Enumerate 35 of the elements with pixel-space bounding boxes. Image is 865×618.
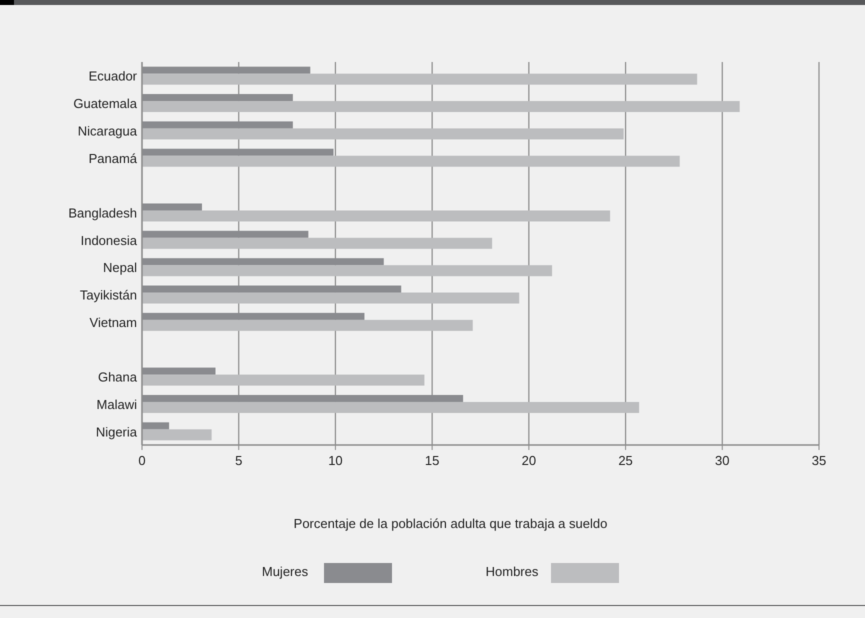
bar [142, 292, 520, 304]
x-tick-label: 0 [138, 453, 146, 468]
y-tick-label: Indonesia [80, 232, 138, 248]
x-tick-label: 20 [522, 453, 536, 468]
text: Mujeres [262, 564, 309, 579]
y-tick-label: Nigeria [96, 424, 138, 440]
y-tick-label: Nepal [103, 260, 138, 276]
bar [142, 402, 640, 413]
x-tick-label: 30 [715, 453, 730, 468]
x-tick-label: 25 [618, 453, 633, 468]
y-tick-label: Malawi [96, 396, 138, 412]
x-axis-title: Porcentaje de la población adulta que trabaja a sueldo [294, 516, 608, 531]
text: Hombres [486, 564, 539, 579]
bar [142, 210, 610, 222]
bar [142, 429, 212, 440]
y-tick-label: Ecuador [88, 68, 138, 84]
y-tick-label: Ghana [98, 370, 138, 385]
x-tick-label: 5 [235, 453, 242, 468]
x-tick-label: 15 [424, 453, 440, 468]
y-tick-label: Guatemala [73, 96, 138, 112]
bar [142, 101, 740, 112]
x-tick-label: 35 [812, 453, 826, 468]
x-tick-label: 10 [328, 453, 343, 468]
bar [142, 238, 492, 249]
bar [142, 156, 680, 167]
bar [142, 265, 552, 276]
bar [142, 128, 624, 140]
y-tick-label: Bangladesh [68, 205, 137, 220]
y-tick-label: Tayikistán [80, 288, 137, 303]
bar [142, 374, 424, 386]
bar [142, 320, 473, 331]
y-tick-label: Vietnam [90, 314, 137, 330]
y-tick-label: Panamá [88, 150, 138, 166]
bar [142, 74, 698, 85]
y-tick-label: Nicaragua [78, 123, 138, 138]
